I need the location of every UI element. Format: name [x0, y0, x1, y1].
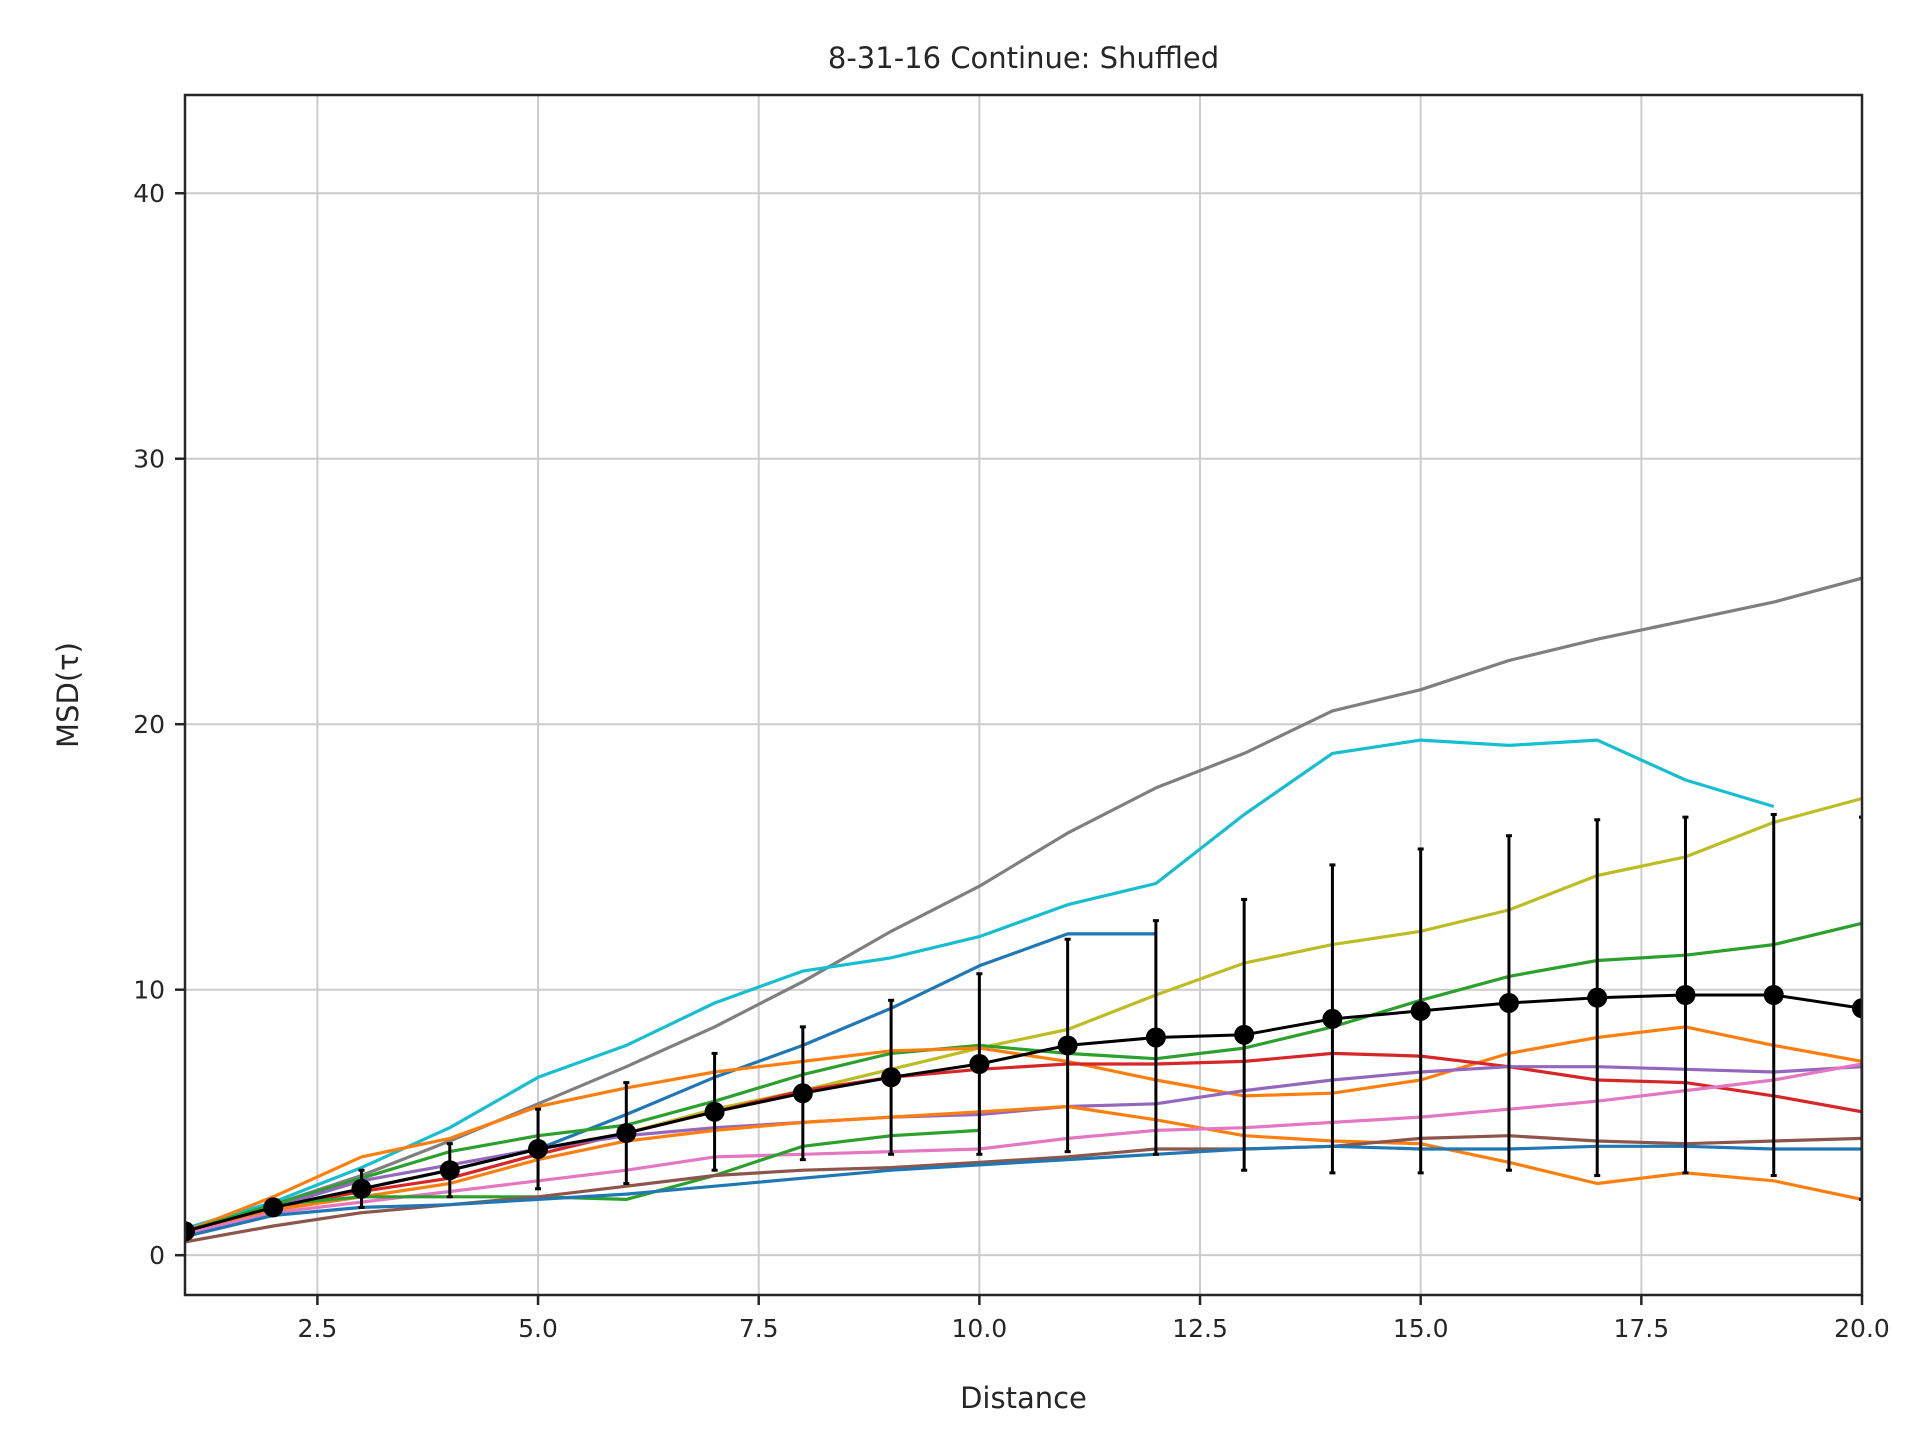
x-axis-label: Distance: [960, 1381, 1087, 1415]
y-axis-ticks: 0 10 20 30 40: [133, 179, 185, 1270]
x-tick-label: 2.5: [298, 1314, 338, 1343]
x-tick-label: 15.0: [1393, 1314, 1449, 1343]
mean-point: [185, 1221, 195, 1242]
x-tick-label: 7.5: [739, 1314, 779, 1343]
mean-point: [1852, 998, 1862, 1019]
mean-point: [1234, 1024, 1255, 1045]
series-line-2: [185, 738, 1775, 1231]
x-tick-label: 17.5: [1614, 1314, 1670, 1343]
mean-point: [351, 1178, 372, 1199]
mean-point: [792, 1083, 813, 1104]
plot-area: [185, 576, 1862, 1244]
mean-point: [1763, 985, 1784, 1005]
y-axis-label: MSD(τ): [51, 642, 85, 748]
mean-point: [1410, 1000, 1431, 1021]
mean-point: [969, 1054, 990, 1075]
series-line-5: [185, 921, 1862, 1233]
y-tick-label: 10: [133, 976, 165, 1005]
x-tick-label: 12.5: [1172, 1314, 1228, 1343]
series-line-7: [185, 1051, 1862, 1233]
plot-frame: [183, 93, 1864, 1297]
x-tick-label: 10.0: [952, 1314, 1008, 1343]
y-tick-label: 0: [149, 1241, 165, 1270]
mean-point: [263, 1197, 284, 1218]
mean-point: [1322, 1008, 1343, 1029]
mean-point: [528, 1138, 549, 1159]
series-line-13: [185, 1144, 1862, 1239]
mean-point: [616, 1123, 637, 1144]
mean-point: [1587, 987, 1608, 1008]
series-line-10: [185, 1062, 1862, 1236]
series-line-9: [185, 1104, 1862, 1233]
y-tick-label: 40: [133, 179, 165, 208]
mean-point: [439, 1160, 460, 1181]
series-line-1: [185, 576, 1862, 1233]
mean-point: [1498, 992, 1519, 1013]
mean-line: [185, 993, 1862, 1233]
y-tick-label: 20: [133, 710, 165, 739]
x-axis-ticks: 2.5 5.0 7.5 10.0 12.5 15.0 17.5 20.0: [298, 1295, 1890, 1343]
mean-point: [881, 1067, 902, 1088]
mean-layer: [185, 812, 1862, 1242]
x-tick-label: 5.0: [518, 1314, 558, 1343]
y-tick-label: 30: [133, 445, 165, 474]
chart-title: 8-31-16 Continue: Shuffled: [828, 41, 1219, 75]
mean-point: [704, 1101, 725, 1122]
x-tick-label: 20.0: [1834, 1314, 1890, 1343]
mean-point: [1675, 985, 1696, 1005]
mean-point: [1145, 1027, 1166, 1048]
mean-point: [1057, 1035, 1078, 1056]
